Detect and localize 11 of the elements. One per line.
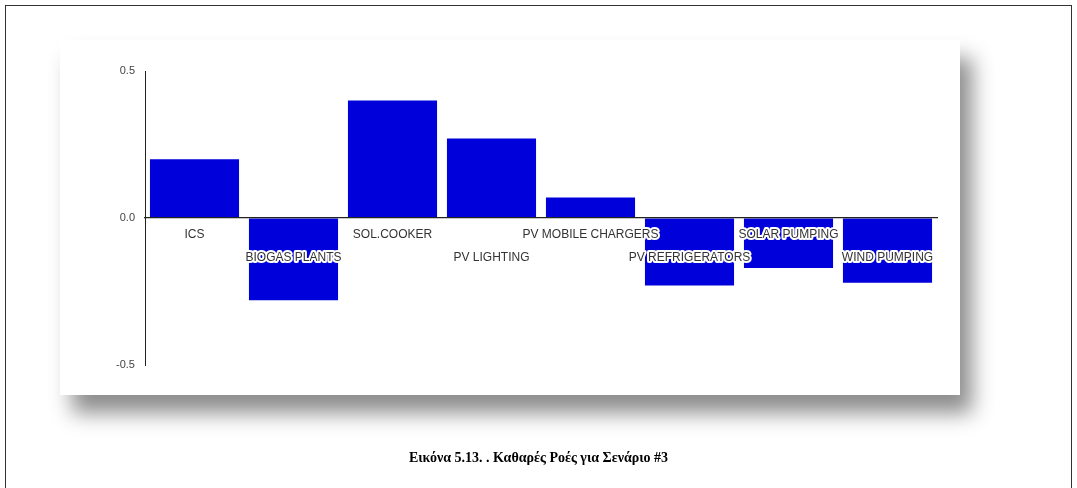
- y-tick-label: -0.5: [116, 358, 135, 371]
- text: Εικόνα 5.13. . Καθαρές Ροές για Σενάριο #3: [407, 449, 670, 466]
- bar: [149, 159, 240, 218]
- y-tick-label: 0.0: [119, 211, 135, 224]
- x-tick-label: SOL.COOKER: [352, 227, 433, 242]
- bar: [446, 138, 537, 218]
- bar: [347, 100, 438, 218]
- bar: [545, 197, 636, 218]
- y-tick-label: 0.5: [119, 64, 135, 77]
- x-tick-label: ICS: [184, 227, 205, 242]
- x-tick-label: PV LIGHTING: [453, 249, 530, 264]
